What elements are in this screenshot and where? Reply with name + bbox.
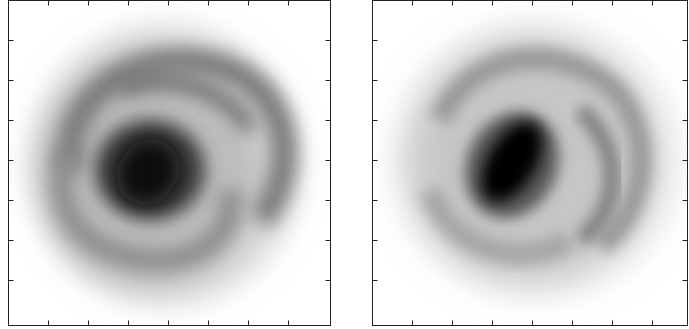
right-frame xyxy=(372,0,688,326)
left-image xyxy=(30,25,300,305)
left-ticks xyxy=(8,0,331,326)
left-frame xyxy=(8,0,331,326)
right-image xyxy=(395,25,675,295)
right-ticks xyxy=(372,0,688,326)
